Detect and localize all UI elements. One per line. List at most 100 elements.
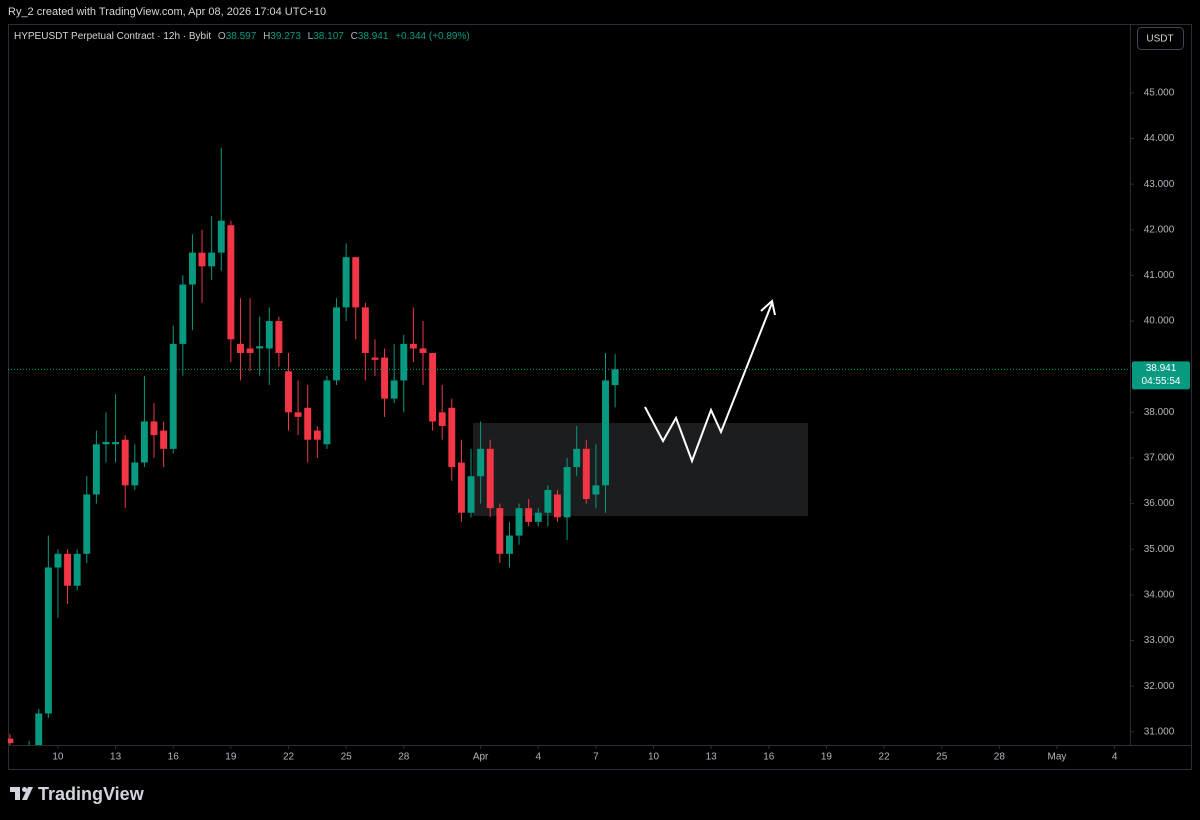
candle-body [400,343,408,381]
x-tick-label: 13 [706,752,718,763]
ohlc-value: 38.597 [226,31,257,42]
candle-body [602,380,609,486]
candle-body [217,220,225,253]
y-tick-label: 42.000 [1144,224,1175,235]
candle-body [92,444,100,495]
candle-body [323,380,331,445]
x-tick-label: 16 [763,752,775,763]
candle-body [525,508,533,522]
candle-body [496,508,504,554]
y-tick-label: 36.000 [1144,498,1175,509]
x-tick-label: 13 [110,752,122,763]
candle-body [54,553,62,568]
x-tick-label: 10 [52,752,64,763]
y-tick-label: 34.000 [1144,590,1175,601]
y-tick-label: 44.000 [1144,133,1175,144]
candle-body [457,462,465,513]
candle-body [188,252,196,285]
candle-body [573,448,581,468]
candle-body [160,430,168,449]
x-tick-label: 25 [341,752,353,763]
x-tick-label: 28 [398,752,410,763]
logo-dot [22,787,27,792]
candle-body [44,567,52,714]
y-tick-label: 38.000 [1144,407,1175,418]
candle-body [237,343,244,354]
ohlc-value: 38.107 [313,31,344,42]
x-tick-label: 19 [821,752,833,763]
candle-body [285,371,292,413]
ohlc-value: 38.941 [358,31,389,42]
candle-body [102,441,110,445]
candle-body [121,439,129,486]
ohlc-key: H [263,31,270,42]
y-tick-label: 37.000 [1144,453,1175,464]
candle-body [208,252,216,267]
symbol-title: HYPEUSDT Perpetual Contract · 12h · Bybi… [14,31,211,42]
legend: HYPEUSDT Perpetual Contract · 12h · Bybi… [14,31,470,42]
candle-body [592,485,600,495]
y-tick-label: 35.000 [1144,544,1175,555]
arrow-head [760,299,776,316]
y-tick-label: 33.000 [1144,635,1175,646]
last-price-label: 38.941 [1146,363,1177,374]
currency-label: USDT [1146,34,1173,45]
ohlc-key: L [308,31,314,42]
candle-body [467,476,475,513]
candle-body [333,307,340,381]
x-tick-label: 7 [593,752,599,763]
candle-body [409,343,417,349]
candle-body [544,489,552,513]
candle-body [73,553,81,586]
candle-body [438,412,446,427]
x-tick-label: 28 [994,752,1006,763]
candle-body [64,553,72,586]
candle-body [448,407,456,468]
candle-body [515,508,523,536]
x-tick-label: 22 [283,752,295,763]
candle-body [265,321,273,349]
y-tick-label: 45.000 [1144,88,1175,99]
ohlc-key: C [351,31,358,42]
candle-body [381,357,389,399]
x-tick-label: 25 [936,752,948,763]
y-tick-label: 43.000 [1144,179,1175,190]
x-tick-label: Apr [473,752,489,763]
candle-body [256,346,264,349]
y-tick-label: 41.000 [1144,270,1175,281]
x-tick-label: 16 [168,752,180,763]
candles [8,147,619,745]
candle-body [179,284,187,344]
candle-body [83,494,91,554]
logo-icon [10,787,33,800]
x-tick-label: 10 [648,752,660,763]
candle-body [35,713,43,745]
candle-body [563,467,571,518]
candle-body [342,257,350,308]
last-price-box [1132,361,1190,390]
projection-path [644,302,773,464]
candle-body [352,257,360,308]
logo-text: TradingView [38,784,145,804]
candle-body [150,421,158,436]
candle-body [390,380,398,399]
candle-body [198,252,206,267]
candle-body [313,430,321,440]
axes: 31.000 32.000 33.000 34.000 35.000 36.000 37.0… [8,88,1190,763]
candle-body [140,421,148,463]
candle-body [227,225,235,340]
candle-body [371,357,379,360]
chart-frame [8,24,1192,770]
candle-body [429,353,437,422]
credit: Ry_2 created with TradingView.com, Apr 0… [8,6,326,18]
candle-body [8,738,14,744]
currency-button[interactable] [1137,27,1184,50]
candle-body [554,494,561,518]
ohlc-value: 39.273 [270,31,301,42]
y-tick-label: 32.000 [1144,681,1175,692]
candle-body [304,407,312,440]
ohlc-key: O [218,31,226,42]
x-tick-label: 19 [225,752,237,763]
logo: TradingView [10,784,145,804]
candle-body [361,307,369,354]
